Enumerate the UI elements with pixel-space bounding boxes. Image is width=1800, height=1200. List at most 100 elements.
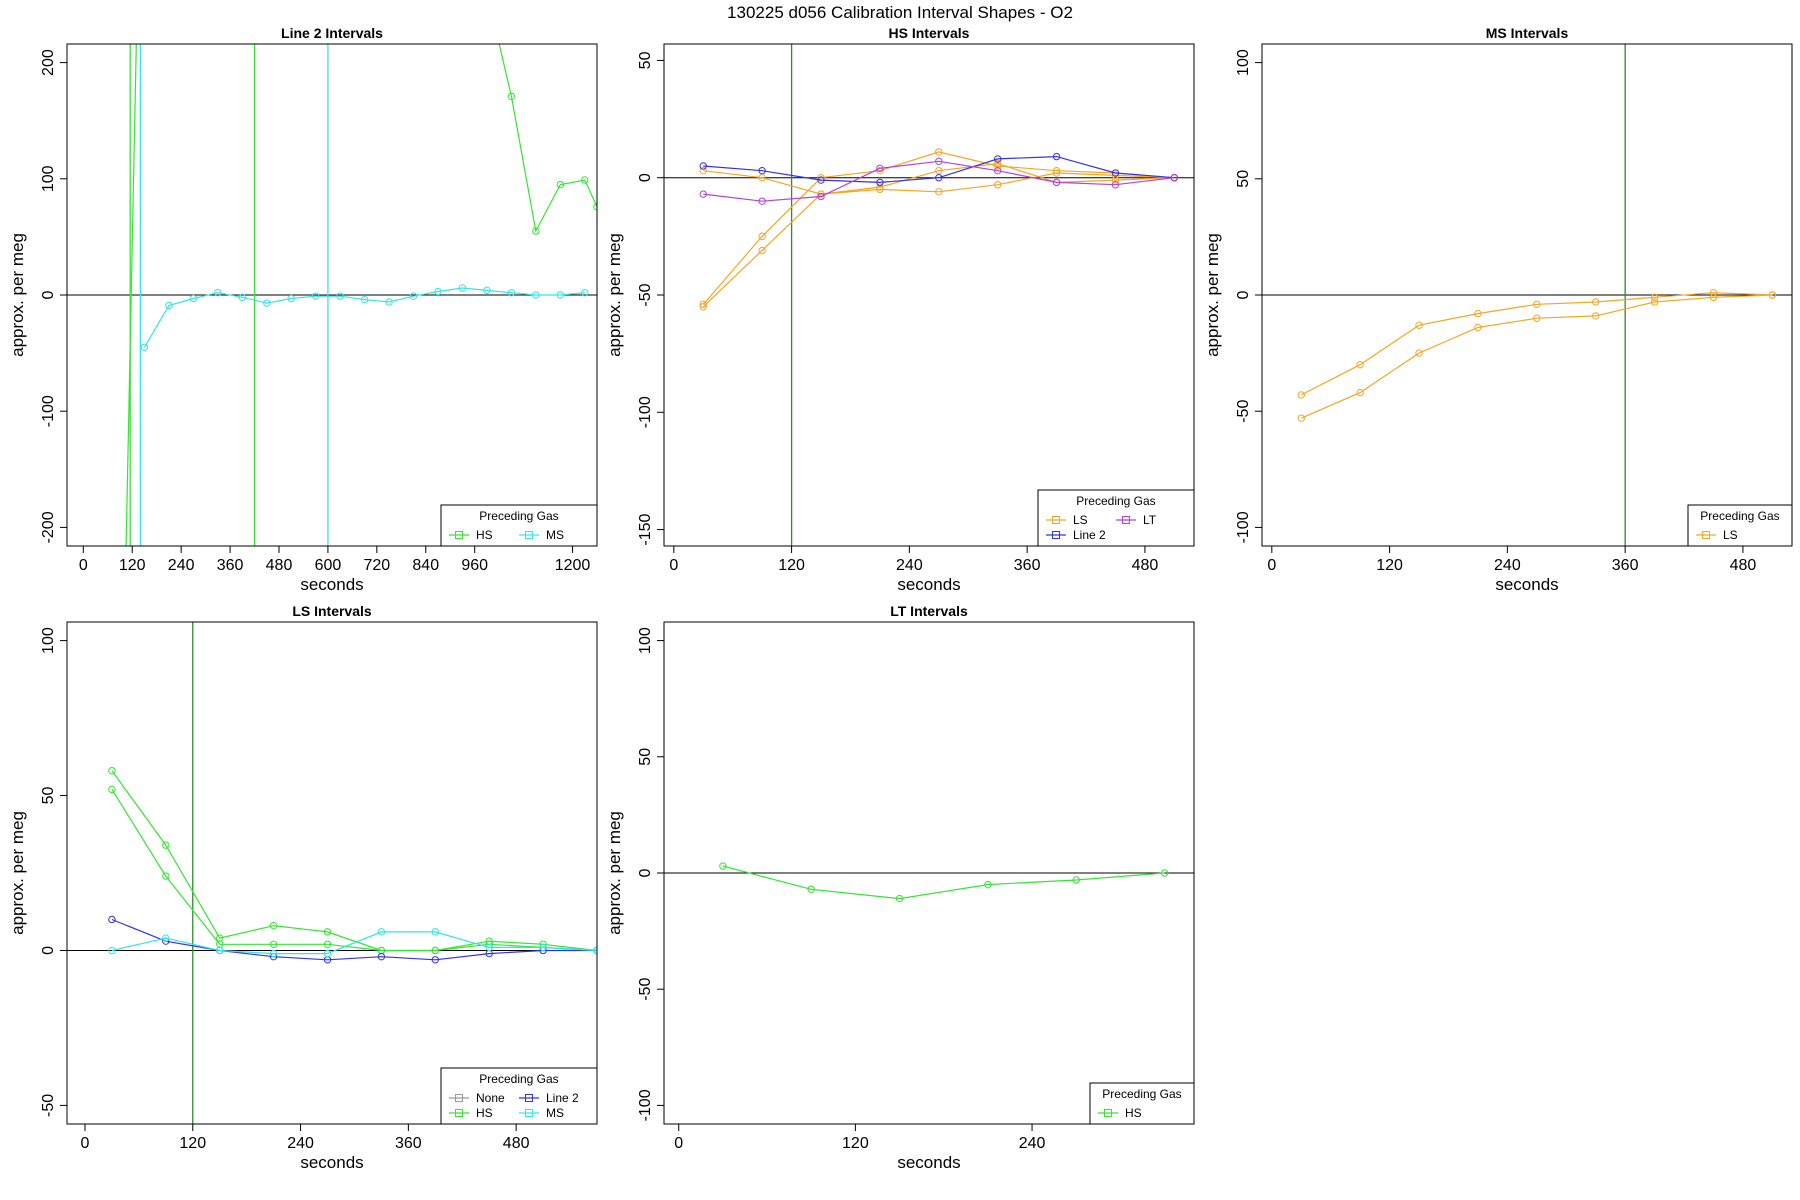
- legend: Preceding Gas LS LT Line 2: [1037, 489, 1195, 547]
- data-point: [431, 946, 440, 955]
- legend-box: [1687, 504, 1793, 547]
- x-tick-label: 960: [461, 557, 488, 574]
- data-point: [1533, 314, 1541, 322]
- series-line-ls: [702, 172, 1175, 308]
- data-point: [1052, 169, 1061, 177]
- data-point: [323, 928, 332, 936]
- series-line-hs: [722, 865, 1165, 900]
- legend-entry-label: LS: [1723, 528, 1738, 542]
- legend-entry-label: MS: [546, 1106, 564, 1120]
- data-point: [1533, 300, 1541, 308]
- data-point: [507, 92, 516, 100]
- data-point: [108, 767, 116, 775]
- data-point: [108, 946, 116, 955]
- data-point: [532, 227, 540, 235]
- y-tick-label: 50: [1235, 170, 1252, 188]
- y-tick-label: 0: [40, 946, 57, 955]
- data-point: [1650, 298, 1659, 306]
- legend-swatch-marker: [525, 1109, 533, 1117]
- x-tick-label: 360: [1612, 557, 1639, 574]
- series-line-hs: [125, 44, 137, 546]
- x-tick-label: 120: [119, 557, 146, 574]
- plot-area: [664, 862, 1194, 903]
- x-tick-label: 480: [503, 1135, 530, 1152]
- x-tick-label: 0: [81, 1135, 90, 1152]
- legend-entry-label: LT: [1143, 513, 1157, 527]
- series-line-line-2: [111, 918, 597, 961]
- y-tick-label: 100: [1235, 49, 1252, 76]
- panel-0: Line 2 Intervals 0 120 240 360 480 600 720 840 96…: [8, 25, 598, 594]
- data-point: [1650, 293, 1659, 302]
- series-line-hs: [498, 44, 597, 233]
- x-tick-label: 120: [1376, 557, 1403, 574]
- legend-swatch-marker: [1104, 1109, 1112, 1117]
- data-point: [758, 174, 766, 182]
- data-point: [876, 164, 884, 173]
- data-point: [556, 180, 565, 189]
- data-point: [876, 166, 884, 175]
- data-point: [269, 940, 278, 948]
- data-point: [189, 294, 198, 303]
- legend: Preceding Gas None Line 2 HS MS: [440, 1067, 598, 1125]
- data-point: [719, 862, 727, 870]
- legend-swatch-marker: [1122, 516, 1130, 524]
- legend-title: Preceding Gas: [1700, 509, 1779, 523]
- y-tick-label: -50: [637, 978, 654, 1001]
- x-tick-label: 360: [1014, 557, 1041, 574]
- y-axis-label: approx. per meg: [8, 811, 27, 935]
- series-line-lt: [703, 160, 1175, 202]
- data-point: [539, 943, 547, 952]
- y-tick-label: 50: [637, 748, 654, 766]
- legend-title: Preceding Gas: [479, 509, 558, 523]
- panel-2: MS Intervals 0 120 240 360 480 -100 -50 0 50 100 se…: [1203, 25, 1793, 594]
- data-point: [699, 162, 707, 170]
- data-point: [699, 190, 707, 198]
- y-tick-label: 0: [1235, 290, 1252, 299]
- x-tick-label: 840: [412, 557, 439, 574]
- legend-box: [1037, 489, 1195, 547]
- y-tick-label: 50: [40, 787, 57, 805]
- data-point: [385, 298, 393, 306]
- x-tick-label: 120: [179, 1135, 206, 1152]
- panel-1: HS Intervals 0 120 240 360 480 -150 -100 -50 0 50 s…: [605, 25, 1195, 594]
- panel-3: LS Intervals 0 120 240 360 480 -50 0 50 100 second…: [8, 603, 598, 1172]
- data-point: [807, 885, 815, 893]
- series-line-hs: [111, 788, 597, 952]
- x-tick-label: 240: [1019, 1135, 1046, 1152]
- x-axis-label: seconds: [1495, 575, 1558, 594]
- x-tick-label: 240: [1494, 557, 1521, 574]
- data-point: [876, 185, 884, 194]
- data-point: [1160, 869, 1169, 877]
- data-point: [994, 159, 1002, 168]
- data-point: [935, 148, 943, 156]
- data-point: [311, 292, 320, 300]
- y-tick-label: -100: [637, 1089, 654, 1121]
- data-point: [431, 928, 440, 936]
- data-point: [758, 197, 766, 205]
- data-point: [431, 956, 440, 964]
- x-tick-label: 360: [395, 1135, 422, 1152]
- data-point: [1170, 174, 1179, 182]
- data-point: [108, 915, 116, 924]
- x-tick-label: 480: [266, 557, 293, 574]
- data-point: [984, 880, 992, 889]
- data-point: [1052, 178, 1061, 187]
- panels-container: Line 2 Intervals 0 120 240 360 480 600 720 840 96…: [8, 25, 1793, 1172]
- data-point: [216, 946, 224, 955]
- data-point: [323, 940, 332, 948]
- y-tick-label: 0: [637, 173, 654, 182]
- y-tick-label: 100: [40, 165, 57, 192]
- data-point: [1474, 309, 1482, 318]
- data-point: [1111, 171, 1120, 180]
- x-tick-label: 0: [1267, 557, 1276, 574]
- data-point: [507, 288, 516, 297]
- data-point: [238, 293, 247, 302]
- data-point: [994, 162, 1002, 170]
- series-line-ls: [702, 151, 1175, 305]
- data-point: [532, 291, 540, 299]
- data-point: [994, 155, 1002, 163]
- data-point: [1474, 323, 1482, 332]
- x-tick-label: 480: [1730, 557, 1757, 574]
- legend: Preceding Gas HS MS: [440, 504, 598, 547]
- legend-title: Preceding Gas: [1076, 494, 1155, 508]
